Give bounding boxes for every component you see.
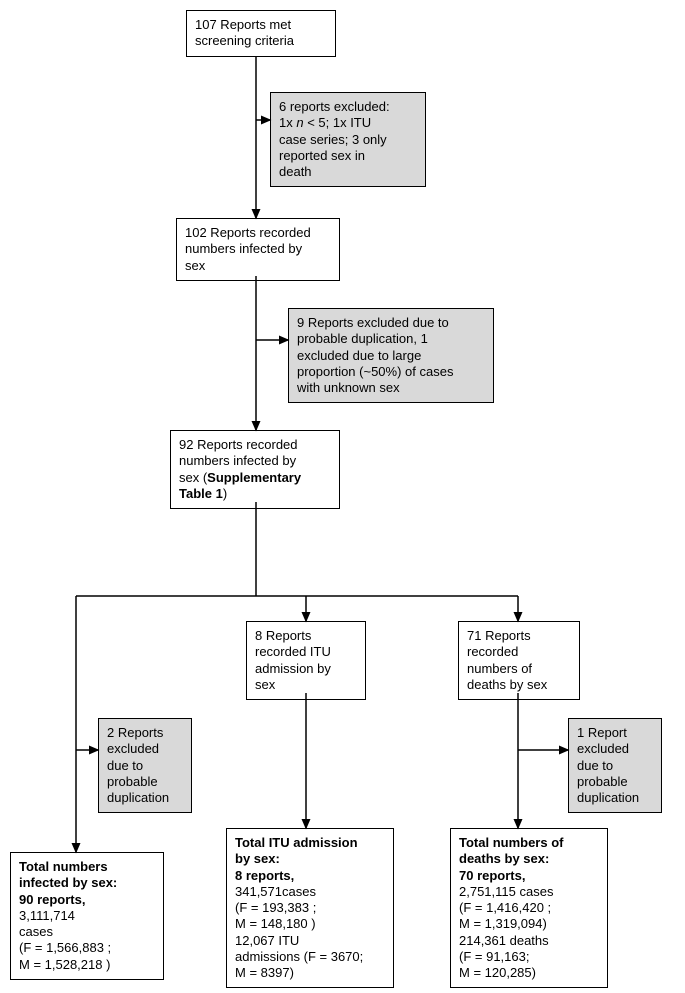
- text: sex: [255, 677, 275, 692]
- text-bold: by sex:: [235, 851, 280, 866]
- text: probable: [107, 774, 158, 789]
- text: 1x: [279, 115, 296, 130]
- node-screening: 107 Reports met screening criteria: [186, 10, 336, 57]
- node-excluded-9: 9 Reports excluded due to probable dupli…: [288, 308, 494, 403]
- text: 214,361 deaths: [459, 933, 549, 948]
- text: 9 Reports excluded due to: [297, 315, 449, 330]
- text: 1 Report: [577, 725, 627, 740]
- node-92-reports: 92 Reports recorded numbers infected by …: [170, 430, 340, 509]
- text: 341,571cases: [235, 884, 316, 899]
- text: due to: [577, 758, 613, 773]
- text: M = 8397): [235, 965, 294, 980]
- text-bold: 8 reports,: [235, 868, 294, 883]
- node-excluded-1: 1 Report excluded due to probable duplic…: [568, 718, 662, 813]
- text: M = 120,285): [459, 965, 536, 980]
- node-total-infected: Total numbers infected by sex: 90 report…: [10, 852, 164, 980]
- text: 3,111,714: [19, 908, 75, 923]
- text: sex: [185, 258, 205, 273]
- text: 12,067 ITU: [235, 933, 299, 948]
- node-excluded-2: 2 Reports excluded due to probable dupli…: [98, 718, 192, 813]
- text-bold: Total ITU admission: [235, 835, 358, 850]
- text-bold: 70 reports,: [459, 868, 525, 883]
- text-bold: 90 reports,: [19, 892, 85, 907]
- text: due to: [107, 758, 143, 773]
- text: 92 Reports recorded: [179, 437, 298, 452]
- text: probable duplication, 1: [297, 331, 428, 346]
- text: proportion (~50%) of cases: [297, 364, 453, 379]
- node-total-deaths: Total numbers of deaths by sex: 70 repor…: [450, 828, 608, 988]
- text: 2 Reports: [107, 725, 163, 740]
- text: (F = 1,416,420 ;: [459, 900, 551, 915]
- text: death: [279, 164, 312, 179]
- node-8-reports-itu: 8 Reports recorded ITU admission by sex: [246, 621, 366, 700]
- text-bold: infected by sex:: [19, 875, 117, 890]
- text: with unknown sex: [297, 380, 400, 395]
- text: excluded: [577, 741, 629, 756]
- text: 71 Reports: [467, 628, 531, 643]
- text: sex (: [179, 470, 207, 485]
- text: case series; 3 only: [279, 132, 387, 147]
- text: ): [223, 486, 227, 501]
- text: excluded due to large: [297, 348, 421, 363]
- node-excluded-6: 6 reports excluded: 1x n < 5; 1x ITU cas…: [270, 92, 426, 187]
- text: duplication: [107, 790, 169, 805]
- text: 8 Reports: [255, 628, 311, 643]
- text: (F = 1,566,883 ;: [19, 940, 111, 955]
- text: numbers of: [467, 661, 532, 676]
- text: (F = 91,163;: [459, 949, 529, 964]
- text-bold: deaths by sex:: [459, 851, 549, 866]
- text: < 5; 1x ITU: [304, 115, 372, 130]
- text: admission by: [255, 661, 331, 676]
- text: 6 reports excluded:: [279, 99, 390, 114]
- text: M = 148,180 ): [235, 916, 316, 931]
- text: 102 Reports recorded: [185, 225, 311, 240]
- text-italic: n: [296, 115, 303, 130]
- text-bold: Table 1: [179, 486, 223, 501]
- text: probable: [577, 774, 628, 789]
- text: cases: [19, 924, 53, 939]
- node-102-reports: 102 Reports recorded numbers infected by…: [176, 218, 340, 281]
- text-bold: Total numbers of: [459, 835, 563, 850]
- text: 107 Reports met: [195, 17, 291, 32]
- text: screening criteria: [195, 33, 294, 48]
- text: M = 1,319,094): [459, 916, 547, 931]
- node-total-itu: Total ITU admission by sex: 8 reports, 3…: [226, 828, 394, 988]
- text: duplication: [577, 790, 639, 805]
- text-bold: Total numbers: [19, 859, 108, 874]
- text: recorded ITU: [255, 644, 331, 659]
- text: 2,751,115 cases: [459, 884, 553, 899]
- text: numbers infected by: [185, 241, 302, 256]
- text: M = 1,528,218 ): [19, 957, 110, 972]
- text: excluded: [107, 741, 159, 756]
- text: admissions (F = 3670;: [235, 949, 363, 964]
- node-71-reports-deaths: 71 Reports recorded numbers of deaths by…: [458, 621, 580, 700]
- text: numbers infected by: [179, 453, 296, 468]
- text: recorded: [467, 644, 518, 659]
- text: deaths by sex: [467, 677, 547, 692]
- text: (F = 193,383 ;: [235, 900, 316, 915]
- text: reported sex in: [279, 148, 365, 163]
- text-bold: Supplementary: [207, 470, 301, 485]
